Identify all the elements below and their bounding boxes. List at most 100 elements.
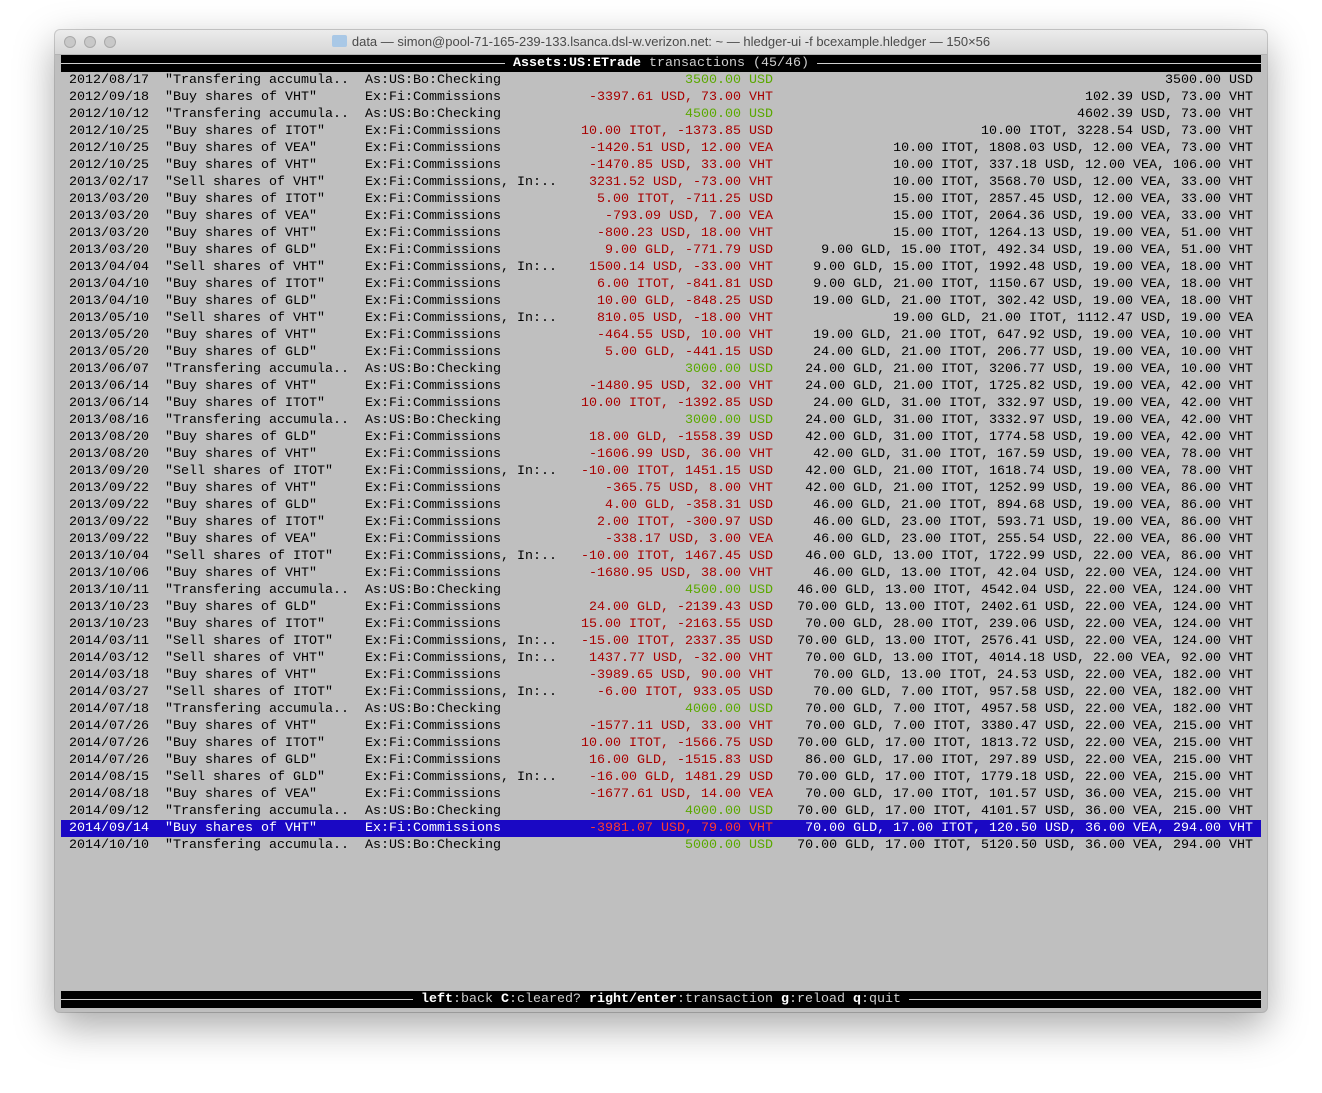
transaction-row[interactable]: 2013/04/10 "Buy shares of GLD" Ex:Fi:Commi…	[61, 293, 1261, 310]
row-date: 2014/07/18	[69, 702, 149, 717]
transaction-row[interactable]: 2012/09/18 "Buy shares of VHT" Ex:Fi:Commi…	[61, 89, 1261, 106]
transaction-row[interactable]: 2012/10/25 "Buy shares of ITOT" Ex:Fi:Comm…	[61, 123, 1261, 140]
folder-icon	[331, 35, 347, 47]
transaction-row[interactable]: 2014/07/26 "Buy shares of GLD" Ex:Fi:Commi…	[61, 752, 1261, 769]
window-title: data — simon@pool-71-165-239-133.lsanca.…	[351, 34, 991, 49]
close-button[interactable]	[64, 36, 76, 48]
transaction-row[interactable]: 2014/03/11 "Sell shares of ITOT" Ex:Fi:Com…	[61, 633, 1261, 650]
transaction-row[interactable]: 2013/09/22 "Buy shares of GLD" Ex:Fi:Commi…	[61, 497, 1261, 514]
row-balance: 10.00 ITOT, 1808.03 USD, 12.00 VEA, 73.0…	[893, 141, 1253, 156]
row-account: Ex:Fi:Commissions	[365, 345, 501, 360]
row-amount: -365.75 USD, 8.00 VHT	[605, 481, 773, 496]
row-account: Ex:Fi:Commissions, In:..	[365, 311, 557, 326]
transaction-row[interactable]: 2014/07/26 "Buy shares of VHT" Ex:Fi:Commi…	[61, 718, 1261, 735]
row-description: "Buy shares of VHT"	[165, 719, 317, 734]
row-amount: -338.17 USD, 3.00 VEA	[605, 532, 773, 547]
transaction-row[interactable]: 2013/09/20 "Sell shares of ITOT" Ex:Fi:Com…	[61, 463, 1261, 480]
transaction-row[interactable]: 2013/06/14 "Buy shares of ITOT" Ex:Fi:Comm…	[61, 395, 1261, 412]
transaction-row[interactable]: 2013/02/17 "Sell shares of VHT" Ex:Fi:Comm…	[61, 174, 1261, 191]
transaction-row[interactable]: 2013/09/22 "Buy shares of VHT" Ex:Fi:Commi…	[61, 480, 1261, 497]
help-footer: left:back C:cleared? right/enter:transac…	[61, 991, 1261, 1008]
transaction-row[interactable]: 2013/06/14 "Buy shares of VHT" Ex:Fi:Commi…	[61, 378, 1261, 395]
transaction-row[interactable]: 2014/03/12 "Sell shares of VHT" Ex:Fi:Comm…	[61, 650, 1261, 667]
zoom-button[interactable]	[104, 36, 116, 48]
transaction-row[interactable]: 2013/03/20 "Buy shares of ITOT" Ex:Fi:Comm…	[61, 191, 1261, 208]
row-account: Ex:Fi:Commissions, In:..	[365, 770, 557, 785]
minimize-button[interactable]	[84, 36, 96, 48]
row-balance: 42.00 GLD, 31.00 ITOT, 167.59 USD, 19.00…	[813, 447, 1253, 462]
title-bar: data — simon@pool-71-165-239-133.lsanca.…	[55, 30, 1267, 55]
row-balance: 24.00 GLD, 21.00 ITOT, 1725.82 USD, 19.0…	[805, 379, 1253, 394]
transaction-row[interactable]: 2012/10/25 "Buy shares of VHT" Ex:Fi:Commi…	[61, 157, 1261, 174]
transaction-row[interactable]: 2013/05/20 "Buy shares of GLD" Ex:Fi:Commi…	[61, 344, 1261, 361]
transaction-row[interactable]: 2013/09/22 "Buy shares of ITOT" Ex:Fi:Comm…	[61, 514, 1261, 531]
row-account: Ex:Fi:Commissions, In:..	[365, 651, 557, 666]
row-balance: 15.00 ITOT, 2064.36 USD, 19.00 VEA, 33.0…	[893, 209, 1253, 224]
row-amount: 15.00 ITOT, -2163.55 USD	[581, 617, 773, 632]
transaction-row[interactable]: 2013/05/20 "Buy shares of VHT" Ex:Fi:Commi…	[61, 327, 1261, 344]
row-amount: -1577.11 USD, 33.00 VHT	[589, 719, 773, 734]
transaction-row[interactable]: 2014/07/18 "Transfering accumula.. As:US:B…	[61, 701, 1261, 718]
transaction-row[interactable]: 2014/09/12 "Transfering accumula.. As:US:B…	[61, 803, 1261, 820]
row-date: 2014/07/26	[69, 736, 149, 751]
key-hint-action: :quit	[860, 992, 901, 1007]
row-description: "Buy shares of ITOT"	[165, 396, 325, 411]
key-hint-action: :back	[453, 992, 494, 1007]
key-hints: left:back C:cleared? right/enter:transac…	[413, 991, 909, 1008]
row-date: 2012/09/18	[69, 90, 149, 105]
transaction-row[interactable]: 2014/07/26 "Buy shares of ITOT" Ex:Fi:Comm…	[61, 735, 1261, 752]
transaction-row[interactable]: 2014/08/15 "Sell shares of GLD" Ex:Fi:Comm…	[61, 769, 1261, 786]
transaction-row[interactable]: 2013/05/10 "Sell shares of VHT" Ex:Fi:Comm…	[61, 310, 1261, 327]
transaction-row[interactable]: 2012/10/12 "Transfering accumula.. As:US:B…	[61, 106, 1261, 123]
row-date: 2013/09/22	[69, 515, 149, 530]
row-balance: 10.00 ITOT, 3568.70 USD, 12.00 VEA, 33.0…	[893, 175, 1253, 190]
transaction-row[interactable]: 2014/03/18 "Buy shares of VHT" Ex:Fi:Commi…	[61, 667, 1261, 684]
transaction-row[interactable]: 2013/09/22 "Buy shares of VEA" Ex:Fi:Commi…	[61, 531, 1261, 548]
transaction-row[interactable]: 2013/06/07 "Transfering accumula.. As:US:B…	[61, 361, 1261, 378]
row-amount: 2.00 ITOT, -300.97 USD	[597, 515, 773, 530]
transaction-row[interactable]: 2013/04/04 "Sell shares of VHT" Ex:Fi:Comm…	[61, 259, 1261, 276]
transaction-row[interactable]: 2013/03/20 "Buy shares of VEA" Ex:Fi:Commi…	[61, 208, 1261, 225]
transaction-row[interactable]: 2014/10/10 "Transfering accumula.. As:US:B…	[61, 837, 1261, 854]
row-description: "Transfering accumula..	[165, 838, 349, 853]
row-balance: 86.00 GLD, 17.00 ITOT, 297.89 USD, 22.00…	[805, 753, 1253, 768]
transaction-row[interactable]: 2012/08/17 "Transfering accumula.. As:US:B…	[61, 72, 1261, 89]
row-amount: -3981.07 USD, 79.00 VHT	[589, 821, 773, 836]
row-date: 2013/10/11	[69, 583, 149, 598]
row-description: "Transfering accumula..	[165, 107, 349, 122]
row-amount: -464.55 USD, 10.00 VHT	[597, 328, 773, 343]
transaction-row[interactable]: 2013/08/16 "Transfering accumula.. As:US:B…	[61, 412, 1261, 429]
row-date: 2014/08/18	[69, 787, 149, 802]
row-description: "Transfering accumula..	[165, 362, 349, 377]
transaction-row[interactable]: 2014/08/18 "Buy shares of VEA" Ex:Fi:Commi…	[61, 786, 1261, 803]
transaction-row[interactable]: 2012/10/25 "Buy shares of VEA" Ex:Fi:Commi…	[61, 140, 1261, 157]
transaction-row[interactable]: 2013/08/20 "Buy shares of GLD" Ex:Fi:Commi…	[61, 429, 1261, 446]
transaction-row[interactable]: 2013/10/23 "Buy shares of GLD" Ex:Fi:Commi…	[61, 599, 1261, 616]
transaction-row[interactable]: 2013/10/04 "Sell shares of ITOT" Ex:Fi:Com…	[61, 548, 1261, 565]
transaction-row[interactable]: 2014/03/27 "Sell shares of ITOT" Ex:Fi:Com…	[61, 684, 1261, 701]
transaction-row[interactable]: 2013/03/20 "Buy shares of VHT" Ex:Fi:Commi…	[61, 225, 1261, 242]
row-description: "Transfering accumula..	[165, 702, 349, 717]
transaction-row[interactable]: 2013/10/06 "Buy shares of VHT" Ex:Fi:Commi…	[61, 565, 1261, 582]
transaction-row[interactable]: 2013/03/20 "Buy shares of GLD" Ex:Fi:Commi…	[61, 242, 1261, 259]
row-account: Ex:Fi:Commissions	[365, 226, 501, 241]
transaction-row[interactable]: 2013/10/23 "Buy shares of ITOT" Ex:Fi:Comm…	[61, 616, 1261, 633]
row-description: "Buy shares of GLD"	[165, 243, 317, 258]
row-account: Ex:Fi:Commissions	[365, 209, 501, 224]
row-description: "Sell shares of ITOT"	[165, 685, 333, 700]
row-amount: 5.00 GLD, -441.15 USD	[605, 345, 773, 360]
row-account: Ex:Fi:Commissions	[365, 243, 501, 258]
row-date: 2013/08/16	[69, 413, 149, 428]
row-description: "Sell shares of VHT"	[165, 175, 325, 190]
transaction-row[interactable]: 2013/10/11 "Transfering accumula.. As:US:B…	[61, 582, 1261, 599]
row-account: Ex:Fi:Commissions, In:..	[365, 175, 557, 190]
row-description: "Buy shares of GLD"	[165, 345, 317, 360]
hledger-ui-screen: Assets:US:ETrade transactions (45/46) 20…	[61, 55, 1261, 1008]
row-account: Ex:Fi:Commissions	[365, 498, 501, 513]
transaction-row[interactable]: 2013/04/10 "Buy shares of ITOT" Ex:Fi:Comm…	[61, 276, 1261, 293]
row-date: 2013/03/20	[69, 243, 149, 258]
row-account: Ex:Fi:Commissions	[365, 787, 501, 802]
transaction-list: 2012/08/17 "Transfering accumula.. As:US:B…	[61, 72, 1261, 854]
transaction-row[interactable]: 2013/08/20 "Buy shares of VHT" Ex:Fi:Commi…	[61, 446, 1261, 463]
transaction-row-selected[interactable]: 2014/09/14 "Buy shares of VHT" Ex:Fi:Commi…	[61, 820, 1261, 837]
